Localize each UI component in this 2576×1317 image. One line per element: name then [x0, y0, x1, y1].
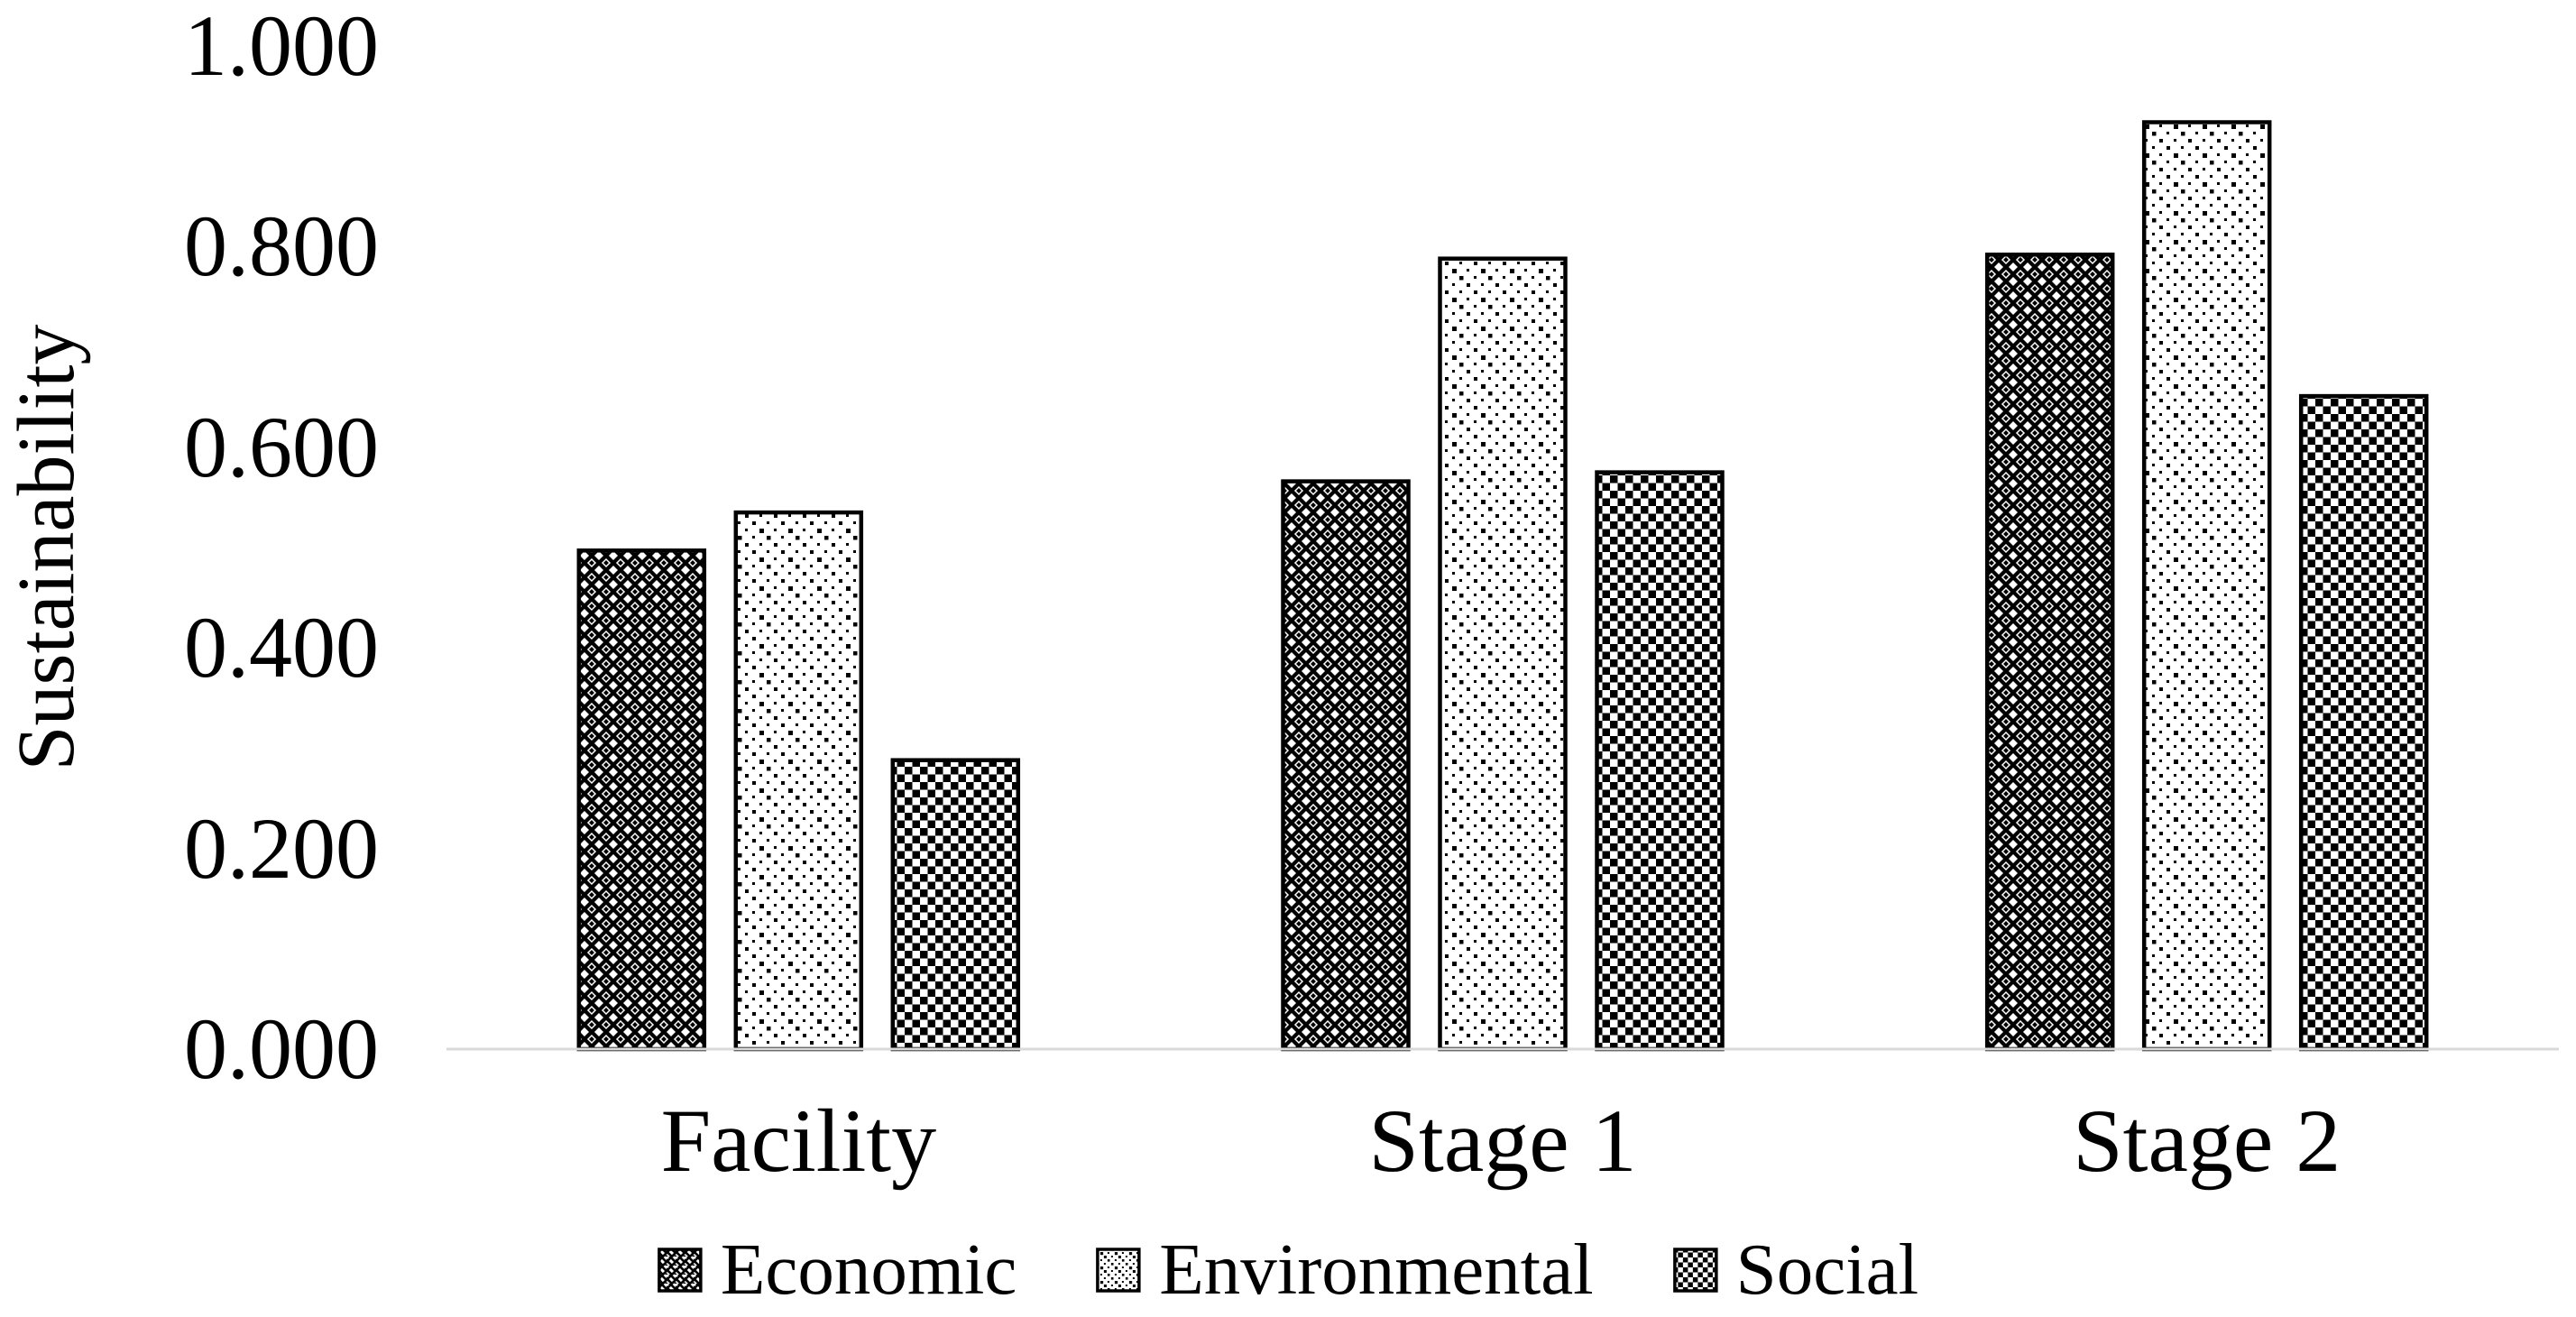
y-axis-title: Sustainability — [2, 324, 91, 771]
bar-environmental-stage-2 — [2141, 120, 2272, 1052]
legend-label-environmental: Environmental — [1159, 1229, 1594, 1310]
category-label-stage-1: Stage 1 — [1368, 1091, 1637, 1191]
legend-item-social: Social — [1672, 1229, 1919, 1310]
bar-environmental-facility — [733, 510, 864, 1052]
legend-label-economic: Economic — [720, 1229, 1017, 1310]
legend-item-environmental: Environmental — [1096, 1229, 1594, 1310]
bar-social-stage-1 — [1595, 470, 1725, 1052]
bar-social-stage-2 — [2298, 393, 2429, 1052]
bars-group — [576, 120, 2429, 1052]
category-label-facility: Facility — [660, 1091, 937, 1191]
legend-item-economic: Economic — [658, 1233, 1017, 1306]
legend-swatch-dots — [1096, 1247, 1142, 1293]
y-tick-label-0.400: 0.400 — [184, 599, 379, 696]
legend-label-social: Social — [1735, 1229, 1919, 1310]
bar-economic-facility — [576, 548, 707, 1052]
bar-social-facility — [890, 758, 1021, 1052]
category-label-stage-2: Stage 2 — [2073, 1091, 2341, 1191]
y-tick-label-0.200: 0.200 — [184, 799, 379, 897]
legend-swatch-checkerboard — [1672, 1247, 1718, 1293]
y-tick-label-1.000: 1.000 — [184, 0, 379, 94]
legend: Economic Environmental Social — [658, 1233, 1918, 1306]
bar-economic-stage-2 — [1984, 253, 2115, 1052]
bar-economic-stage-1 — [1281, 479, 1411, 1052]
legend-swatch-diagonal-crosshatch — [658, 1247, 703, 1293]
y-tick-label-0.000: 0.000 — [184, 1000, 379, 1097]
bar-environmental-stage-1 — [1438, 256, 1568, 1052]
y-tick-label-0.600: 0.600 — [184, 398, 379, 495]
y-tick-label-0.800: 0.800 — [184, 198, 379, 295]
